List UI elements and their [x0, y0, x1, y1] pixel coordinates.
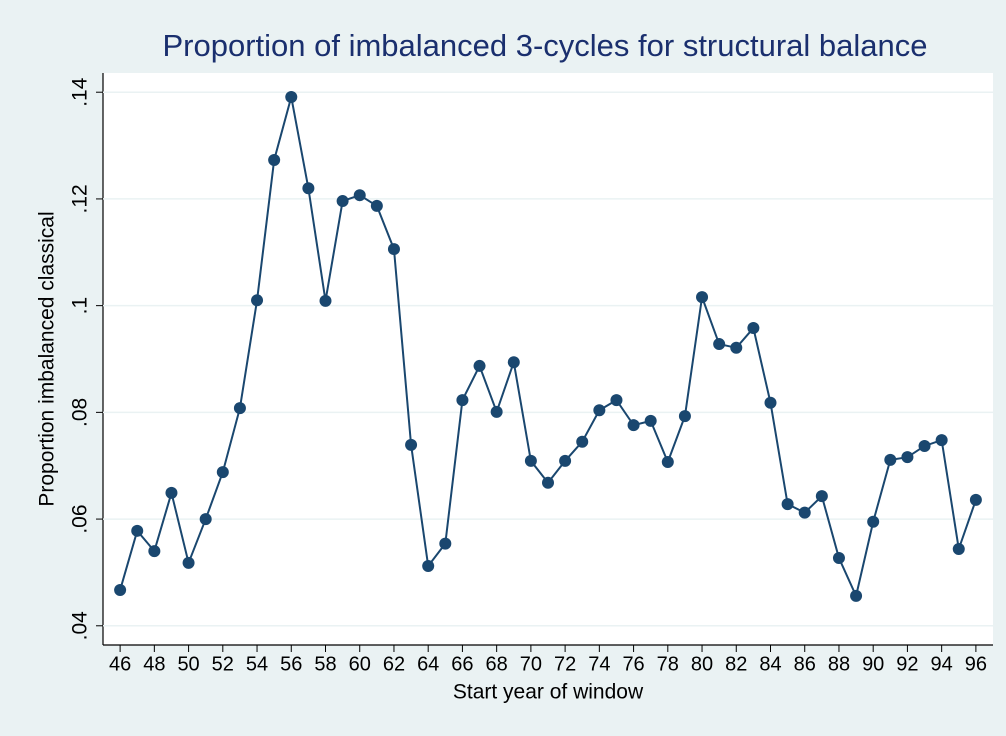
data-point [559, 454, 572, 467]
data-point [507, 356, 520, 369]
data-point [627, 419, 640, 432]
data-point [268, 153, 281, 166]
x-tick-label: 86 [794, 653, 816, 675]
data-point [490, 405, 503, 418]
data-point [867, 515, 880, 528]
data-point [969, 493, 982, 506]
data-point [524, 454, 537, 467]
x-tick-label: 50 [177, 653, 199, 675]
data-point [216, 466, 229, 479]
plot-area [103, 73, 993, 645]
data-point [696, 291, 709, 304]
data-point [542, 476, 554, 489]
data-point [644, 414, 657, 427]
data-point [850, 589, 863, 602]
data-point [233, 402, 246, 415]
y-tick-label: .04 [69, 611, 92, 641]
data-point [370, 199, 383, 212]
x-tick-label: 70 [520, 653, 542, 675]
data-point [439, 537, 452, 550]
data-point [319, 294, 332, 307]
data-point [251, 294, 264, 307]
data-point [935, 434, 948, 447]
data-point [387, 243, 400, 256]
data-point [473, 359, 486, 372]
data-point [131, 524, 144, 537]
y-tick-label: .1 [69, 297, 92, 315]
x-tick-label: 62 [383, 653, 405, 675]
y-tick-label: .14 [69, 77, 92, 107]
data-point [353, 189, 366, 202]
x-tick-label: 78 [657, 653, 679, 675]
x-tick-label: 46 [109, 653, 131, 675]
x-tick-label: 64 [417, 653, 439, 675]
data-point [747, 322, 760, 335]
data-point [165, 486, 178, 499]
x-tick-label: 88 [828, 653, 850, 675]
y-tick-label: .06 [69, 504, 92, 533]
data-point [952, 542, 965, 555]
x-tick-label: 76 [622, 653, 644, 675]
data-point [832, 552, 845, 565]
data-point [114, 584, 127, 597]
data-point [678, 410, 691, 423]
chart-title: Proportion of imbalanced 3-cycles for st… [162, 28, 927, 63]
data-point [661, 455, 674, 468]
data-point [815, 490, 828, 503]
x-tick-label: 52 [212, 653, 234, 675]
data-point [182, 556, 195, 569]
data-point [199, 513, 212, 526]
x-tick-label: 96 [965, 653, 987, 675]
x-tick-label: 66 [451, 653, 473, 675]
data-point [730, 341, 743, 354]
data-point [918, 439, 931, 452]
data-point [781, 498, 794, 511]
data-point [593, 404, 606, 417]
y-axis-label: Proportion imbalanced classical [36, 211, 59, 506]
x-tick-label: 84 [759, 653, 781, 675]
x-tick-label: 90 [862, 653, 884, 675]
data-point [405, 438, 418, 451]
data-point [576, 435, 589, 448]
x-tick-label: 80 [691, 653, 713, 675]
data-point [285, 91, 298, 104]
x-tick-label: 82 [725, 653, 747, 675]
data-point [884, 453, 897, 466]
data-point [713, 338, 726, 351]
data-point [764, 396, 777, 409]
y-tick-label: .08 [69, 398, 92, 427]
x-tick-label: 68 [486, 653, 508, 675]
x-tick-label: 94 [931, 653, 953, 675]
data-point [798, 506, 811, 519]
data-point [336, 195, 349, 208]
x-tick-label: 72 [554, 653, 576, 675]
x-tick-label: 92 [896, 653, 918, 675]
data-point [456, 394, 469, 407]
x-tick-label: 58 [314, 653, 336, 675]
data-point [148, 545, 161, 558]
x-tick-label: 74 [588, 653, 610, 675]
data-point [610, 394, 623, 407]
x-tick-label: 54 [246, 653, 268, 675]
x-tick-label: 56 [280, 653, 302, 675]
data-point [422, 560, 435, 573]
x-tick-label: 48 [143, 653, 165, 675]
x-tick-label: 60 [349, 653, 371, 675]
data-point [302, 182, 315, 195]
data-point [901, 451, 914, 464]
x-axis-label: Start year of window [453, 681, 644, 704]
y-tick-label: .12 [69, 184, 92, 213]
